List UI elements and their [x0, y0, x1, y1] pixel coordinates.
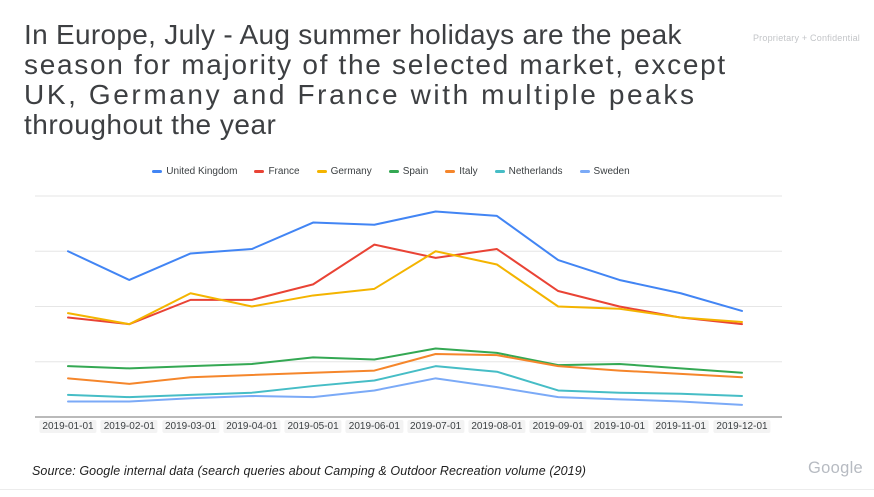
x-axis-tick-label: 2019-02-01 — [100, 420, 158, 433]
legend-item-netherlands: Netherlands — [494, 166, 563, 177]
legend-item-france: France — [254, 166, 300, 177]
legend-marker-icon — [445, 170, 456, 173]
legend-label: Germany — [330, 166, 372, 177]
source-note: Source: Google internal data (search que… — [32, 464, 587, 478]
legend-marker-icon — [316, 170, 327, 173]
x-axis-tick-label: 2019-04-01 — [223, 420, 281, 433]
legend-marker-icon — [579, 170, 590, 173]
x-axis-tick-label: 2019-11-01 — [652, 420, 709, 433]
legend-label: United Kingdom — [166, 166, 238, 177]
slide-title-line-1: In Europe, July - Aug summer holidays ar… — [24, 19, 682, 50]
x-axis-tick-label: 2019-12-01 — [713, 420, 771, 433]
legend-marker-icon — [388, 170, 399, 173]
slide-title: In Europe, July - Aug summer holidays ar… — [24, 20, 844, 140]
series-line-sweden — [67, 377, 743, 406]
legend-label: Netherlands — [508, 166, 563, 177]
legend-label: Sweden — [593, 166, 630, 177]
legend-item-sweden: Sweden — [579, 166, 630, 177]
bottom-divider — [0, 489, 874, 490]
google-logo: Google — [808, 459, 864, 477]
legend-marker-icon — [152, 170, 163, 173]
legend-label: Italy — [459, 166, 478, 177]
x-axis-tick-label: 2019-07-01 — [407, 420, 465, 433]
x-axis-tick-label: 2019-06-01 — [345, 420, 403, 433]
legend-item-germany: Germany — [316, 166, 372, 177]
series-line-united-kingdom — [67, 210, 743, 312]
x-axis-tick-label: 2019-10-01 — [590, 420, 649, 433]
x-axis-tick-label: 2019-08-01 — [468, 420, 526, 433]
series-line-france — [67, 243, 743, 326]
slide-title-line-2: season for majority of the selected mark… — [24, 49, 727, 80]
legend-label: France — [268, 166, 300, 177]
legend-marker-icon — [494, 170, 505, 173]
chart-legend: United Kingdom France Germany Spain Italy Net… — [0, 166, 782, 177]
confidential-watermark: Proprietary + Confidential — [752, 33, 860, 43]
legend-item-italy: Italy — [445, 166, 478, 177]
series-line-italy — [67, 353, 743, 385]
series-line-spain — [67, 347, 743, 374]
legend-marker-icon — [254, 170, 265, 173]
legend-item-spain: Spain — [388, 166, 429, 177]
x-axis-tick-label: 2019-09-01 — [529, 420, 587, 433]
x-axis-tick-label: 2019-05-01 — [284, 420, 342, 433]
series-line-germany — [67, 250, 743, 326]
x-axis-tick-label: 2019-03-01 — [161, 420, 220, 433]
series-line-netherlands — [67, 365, 743, 399]
x-axis-tick-label: 2019-01-01 — [39, 420, 97, 433]
slide-title-line-4: throughout the year — [24, 109, 277, 140]
slide-title-line-3: UK, Germany and France with multiple pea… — [24, 79, 697, 110]
legend-label: Spain — [402, 166, 429, 177]
legend-item-united-kingdom: United Kingdom — [152, 166, 237, 177]
